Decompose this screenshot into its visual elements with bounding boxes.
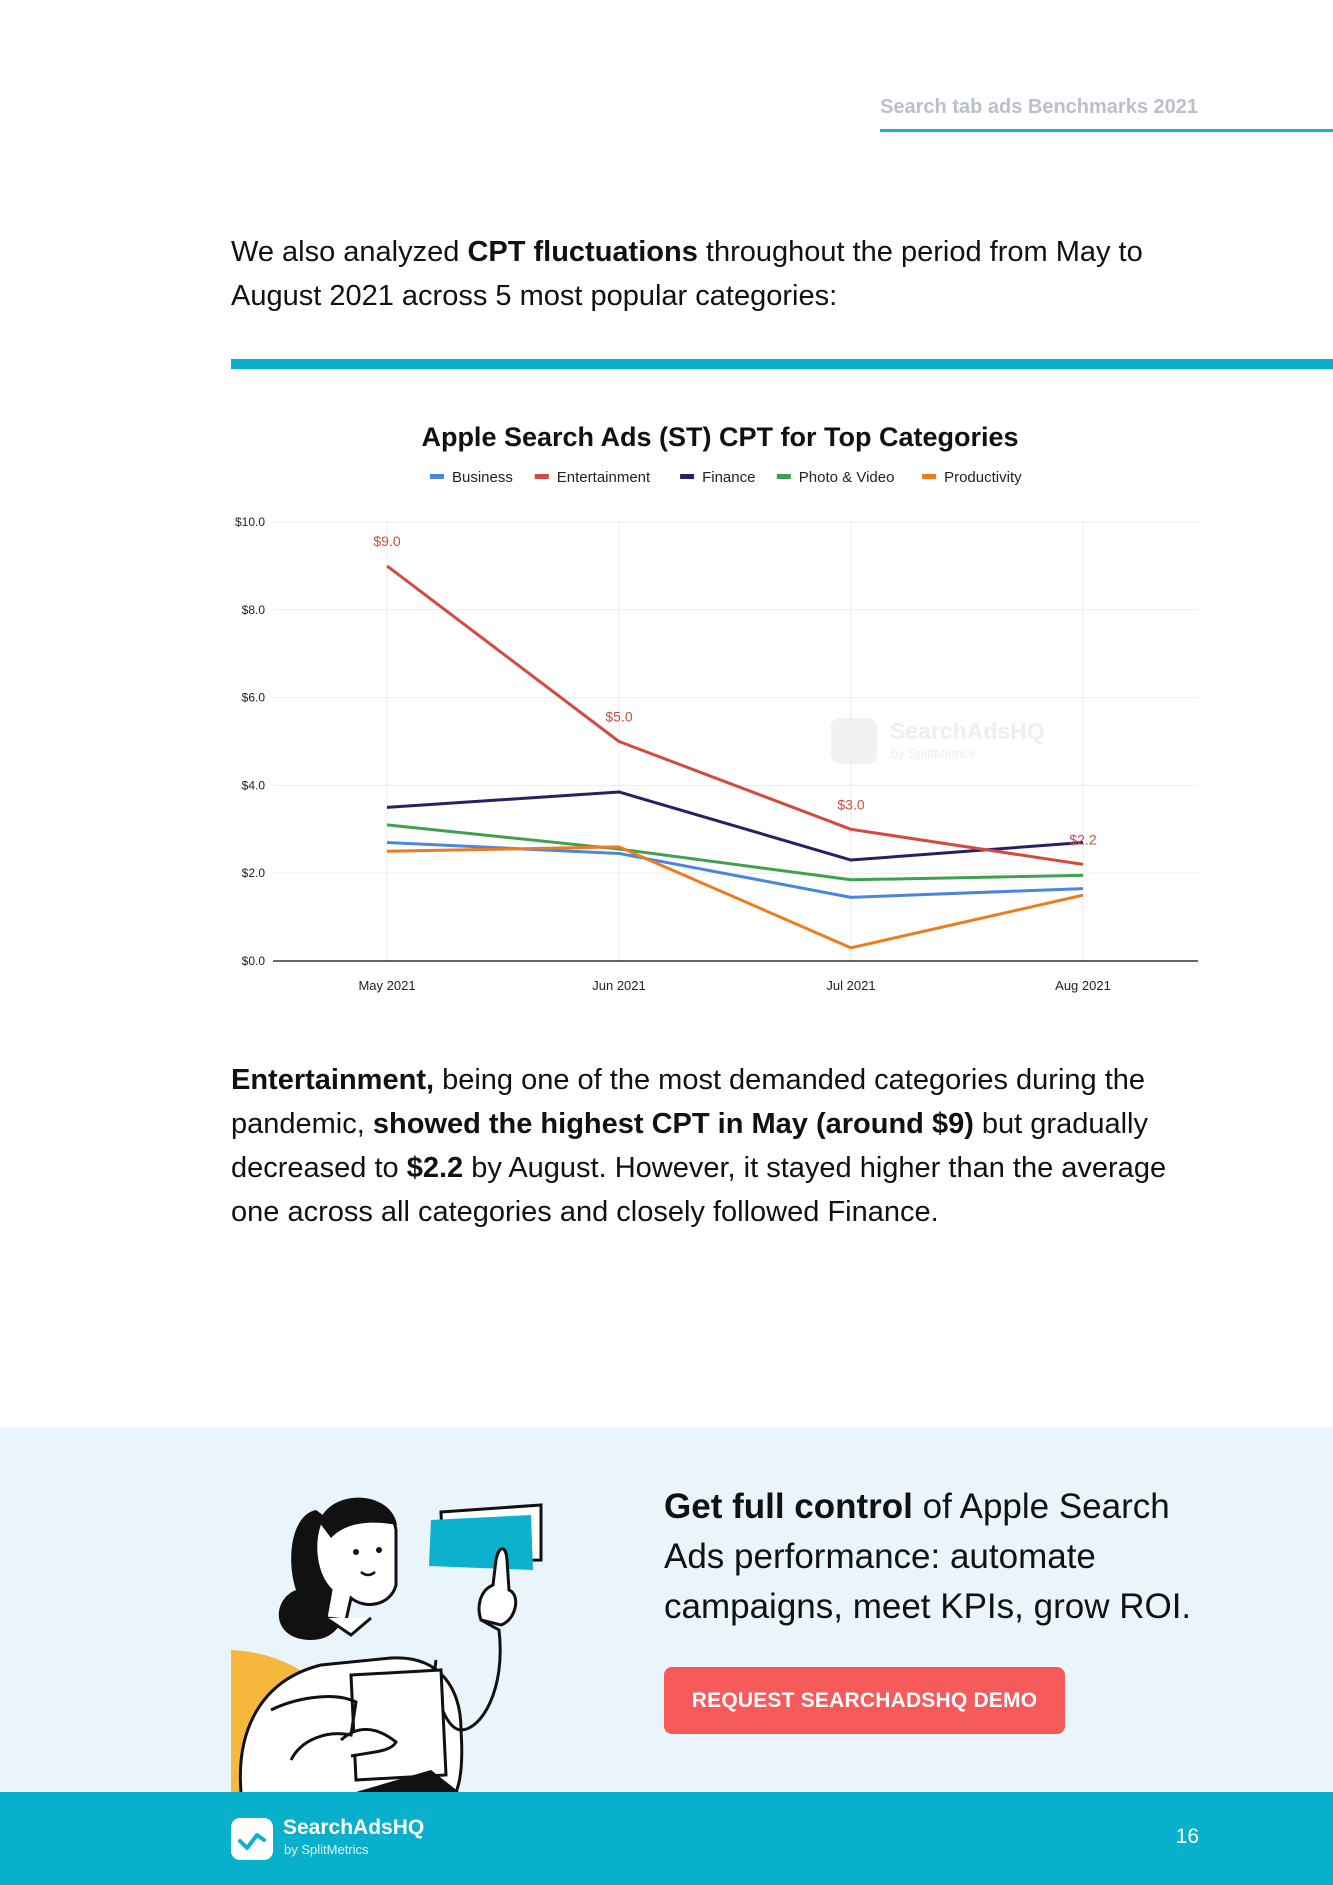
x-tick-label-0: May 2021 <box>358 978 415 993</box>
series-line-entertainment <box>386 564 1084 866</box>
footer-bar: SearchAdsHQ by SplitMetrics 16 <box>0 1792 1333 1885</box>
page-number: 16 <box>1175 1825 1199 1848</box>
analysis-bold-1: Entertainment, <box>231 1064 435 1096</box>
legend-label-3: Photo & Video <box>799 469 895 486</box>
promo-rest: of Apple Search Ads performance: automat… <box>664 1487 1192 1626</box>
x-tick-label-2: Jul 2021 <box>826 978 875 993</box>
y-tick-label-2: $4.0 <box>242 778 266 792</box>
promo-bold: Get full control <box>664 1487 913 1526</box>
watermark-brand: SearchAdsHQ <box>890 718 1045 744</box>
analysis-bold-3: $2.2 <box>406 1152 464 1184</box>
intro-bold: CPT fluctuations <box>467 236 698 268</box>
logo-chart-icon <box>238 1833 266 1850</box>
x-tick-label-1: Jun 2021 <box>592 978 646 993</box>
series-line-photo-video <box>386 823 1084 882</box>
legend-label-1: Entertainment <box>557 469 651 486</box>
watermark-logo-icon <box>831 718 877 764</box>
woman-illustration <box>231 1497 543 1792</box>
legend-label-4: Productivity <box>944 469 1022 486</box>
legend-label-0: Business <box>452 469 513 486</box>
data-label-0: $9.0 <box>373 533 400 549</box>
intro-text-2: throughout the period from May to August… <box>231 236 1143 312</box>
series-line-productivity <box>386 845 1084 950</box>
footer-brand: SearchAdsHQ <box>283 1816 425 1839</box>
intro-paragraph: We also analyzed CPT fluctuations throug… <box>231 230 1191 318</box>
request-demo-button[interactable]: REQUEST SEARCHADSHQ DEMO <box>664 1667 1065 1734</box>
footer-sub: by SplitMetrics <box>284 1842 369 1857</box>
watermark-sub: by SplitMetrics <box>891 746 976 761</box>
analysis-text-2: but gradually decreased to <box>231 1108 1148 1184</box>
legend-swatch-3 <box>776 474 791 479</box>
chart-container: Apple Search Ads (ST) CPT for Top Catego… <box>225 408 1215 1008</box>
brand-logo-icon <box>231 1818 273 1860</box>
analysis-paragraph: Entertainment, being one of the most dem… <box>231 1058 1191 1234</box>
x-tick-label-3: Aug 2021 <box>1055 978 1111 993</box>
analysis-bold-2: showed the highest CPT in May (around $9… <box>372 1108 974 1140</box>
legend-swatch-0 <box>430 474 444 479</box>
promo-text: Get full control of Apple Search Ads per… <box>664 1482 1224 1632</box>
header-title: Search tab ads Benchmarks 2021 <box>880 96 1198 118</box>
series-line-finance <box>386 790 1084 862</box>
y-tick-label-3: $6.0 <box>242 691 266 705</box>
analysis-text-1: being one of the most demanded categorie… <box>231 1064 1146 1140</box>
legend-swatch-2 <box>680 474 695 479</box>
y-tick-label-4: $8.0 <box>242 603 266 617</box>
legend-label-2: Finance <box>702 469 755 486</box>
y-tick-label-0: $0.0 <box>242 954 266 968</box>
promo-banner: Get full control of Apple Search Ads per… <box>0 1427 1333 1792</box>
data-label-1: $5.0 <box>605 709 632 725</box>
intro-text-1: We also analyzed <box>231 236 468 268</box>
analysis-text-3: by August. However, it stayed higher tha… <box>231 1152 1167 1228</box>
y-tick-label-5: $10.0 <box>235 515 265 529</box>
cpt-line-chart: Apple Search Ads (ST) CPT for Top Catego… <box>235 422 1198 993</box>
y-tick-label-1: $2.0 <box>242 866 266 880</box>
chart-title: Apple Search Ads (ST) CPT for Top Catego… <box>421 422 1018 452</box>
data-label-3: $2.2 <box>1069 831 1096 847</box>
header-underline <box>880 129 1333 132</box>
data-label-2: $3.0 <box>837 796 864 812</box>
legend-swatch-4 <box>922 474 937 479</box>
legend-swatch-1 <box>534 474 549 479</box>
section-divider <box>231 359 1333 369</box>
